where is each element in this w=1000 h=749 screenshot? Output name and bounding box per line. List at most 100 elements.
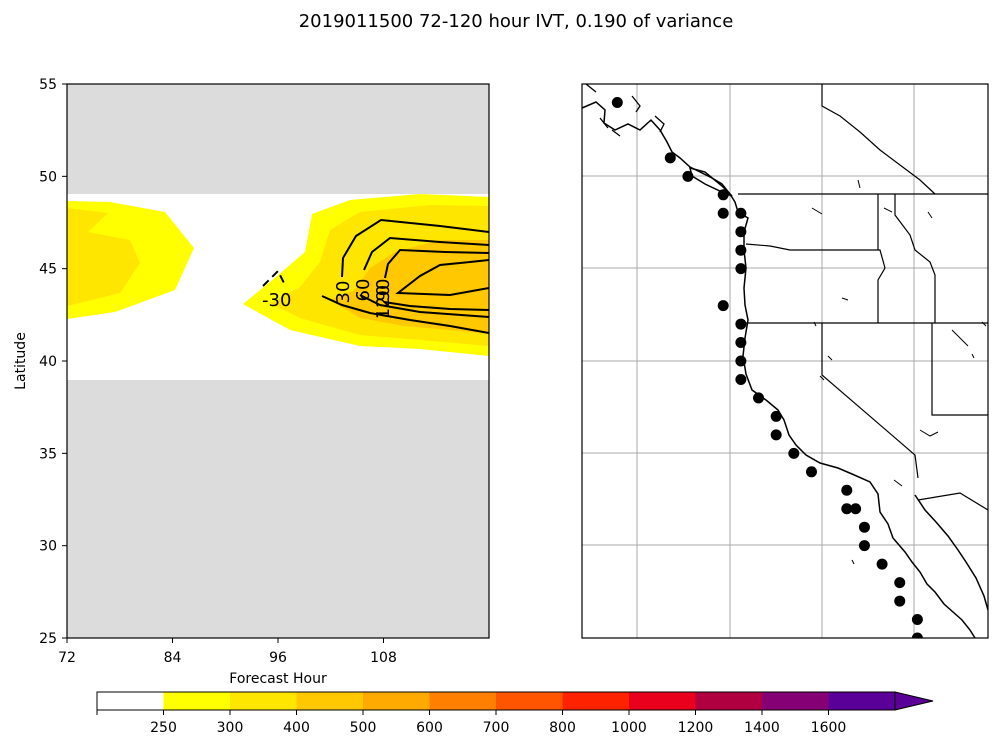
map-panel [581,83,989,639]
contour-line-30 [341,218,489,278]
colorbar-tick-label: 1600 [811,720,847,736]
station-marker [735,207,747,219]
contour-line-60-lower [359,294,489,318]
station-marker [717,207,729,219]
map-frame [581,83,989,639]
x-axis-label: Forecast Hour [229,671,327,687]
borders [738,84,988,511]
colorbar-tick-label: 1000 [611,720,647,736]
station-marker [735,263,747,275]
washington-oregon-border [745,243,886,323]
station-marker [753,392,765,404]
colorbar-extend-arrow [894,691,934,711]
y-axis: 25 30 35 40 45 50 55 [39,77,67,647]
station-marker [911,632,923,638]
y-tick-label: 55 [39,77,57,93]
colorbar-segment [429,692,497,710]
x-axis: 72 84 96 108 [58,638,397,666]
station-marker [788,447,800,459]
station-marker [735,337,747,349]
station-marker [735,244,747,256]
station-marker [805,466,817,478]
contour-line-neg30 [262,269,285,287]
contour-line-30-lower [321,295,489,334]
contour-label-120: 120 [373,285,394,319]
y-axis-label: Latitude [13,332,29,390]
colorbar-tick-label: 1200 [678,720,714,736]
colorbar-tick-label: 600 [416,720,443,736]
y-tick-label: 30 [39,539,57,555]
colorbar-segment [562,692,630,710]
masked-band-south [67,380,489,638]
station-marker [717,189,729,201]
station-marker [770,410,782,422]
contour-lines [262,218,489,334]
y-tick-label: 45 [39,262,57,278]
station-marker [664,152,676,164]
station-marker [611,96,623,108]
station-marker [735,226,747,238]
colorbar-tick-label: 700 [483,720,510,736]
station-marker [858,540,870,552]
bc-alberta-border [821,84,936,195]
y-tick-label: 40 [39,354,57,370]
contour-line-90-lower [383,301,489,311]
fill-level-300-west [67,208,140,306]
colorbar: 250 300 400 500 600 700 800 1000 1200 1400 1600 [96,691,934,736]
y-tick-label: 35 [39,446,57,462]
colorbar-segment [762,692,829,710]
station-marker [876,558,888,570]
contour-label-neg30: -30 [262,290,291,311]
contour-line-60 [363,236,489,271]
colorbar-tick-label: 800 [549,720,576,736]
masked-band-north [67,84,489,194]
colorbar-segment [496,692,563,710]
contour-line-120 [395,259,489,297]
station-marker [735,318,747,330]
station-marker [770,429,782,441]
colorbar-segment [828,692,896,710]
us-mexico-border [917,492,988,511]
x-tick-label: 96 [269,650,287,666]
contour-line-90 [384,248,489,279]
station-markers [611,96,923,638]
colorbar-tick-label: 500 [350,720,377,736]
colorbar-segment [97,692,164,710]
colorbar-segment [296,692,364,710]
y-tick-label: 25 [39,631,57,647]
islands-north [585,84,665,137]
station-marker [894,577,906,589]
utah-border [931,323,988,416]
idaho-montana-border [894,194,936,323]
contour-label-90: 90 [373,279,394,302]
map-gridlines [582,84,988,638]
station-marker [717,300,729,312]
colorbar-tick-label: 400 [283,720,310,736]
station-marker [735,355,747,367]
x-tick-label: 84 [164,650,182,666]
contour-label-30: 30 [333,281,354,304]
lakes [811,179,987,565]
colorbar-segment [695,692,763,710]
x-tick-label: 72 [58,650,76,666]
colorbar-segment [230,692,297,710]
station-marker [858,521,870,533]
colorbar-tick-label: 300 [217,720,244,736]
station-marker [735,373,747,385]
station-marker [841,484,853,496]
x-tick-label: 108 [370,650,397,666]
hovmoller-panel: -30 30 60 90 120 72 84 96 108 25 30 35 40 45 50 5… [13,77,490,687]
colorbar-segment [163,692,231,710]
station-marker [850,503,862,515]
coastline [582,101,976,638]
california-nevada-border [821,323,919,479]
colorbar-tick-label: 1400 [744,720,780,736]
colorbar-tick-label: 250 [150,720,177,736]
station-marker [911,614,923,626]
colorbar-segment [363,692,430,710]
colorbar-segment [629,692,696,710]
station-marker [841,503,853,515]
y-tick-label: 50 [39,169,57,185]
station-marker [894,595,906,607]
